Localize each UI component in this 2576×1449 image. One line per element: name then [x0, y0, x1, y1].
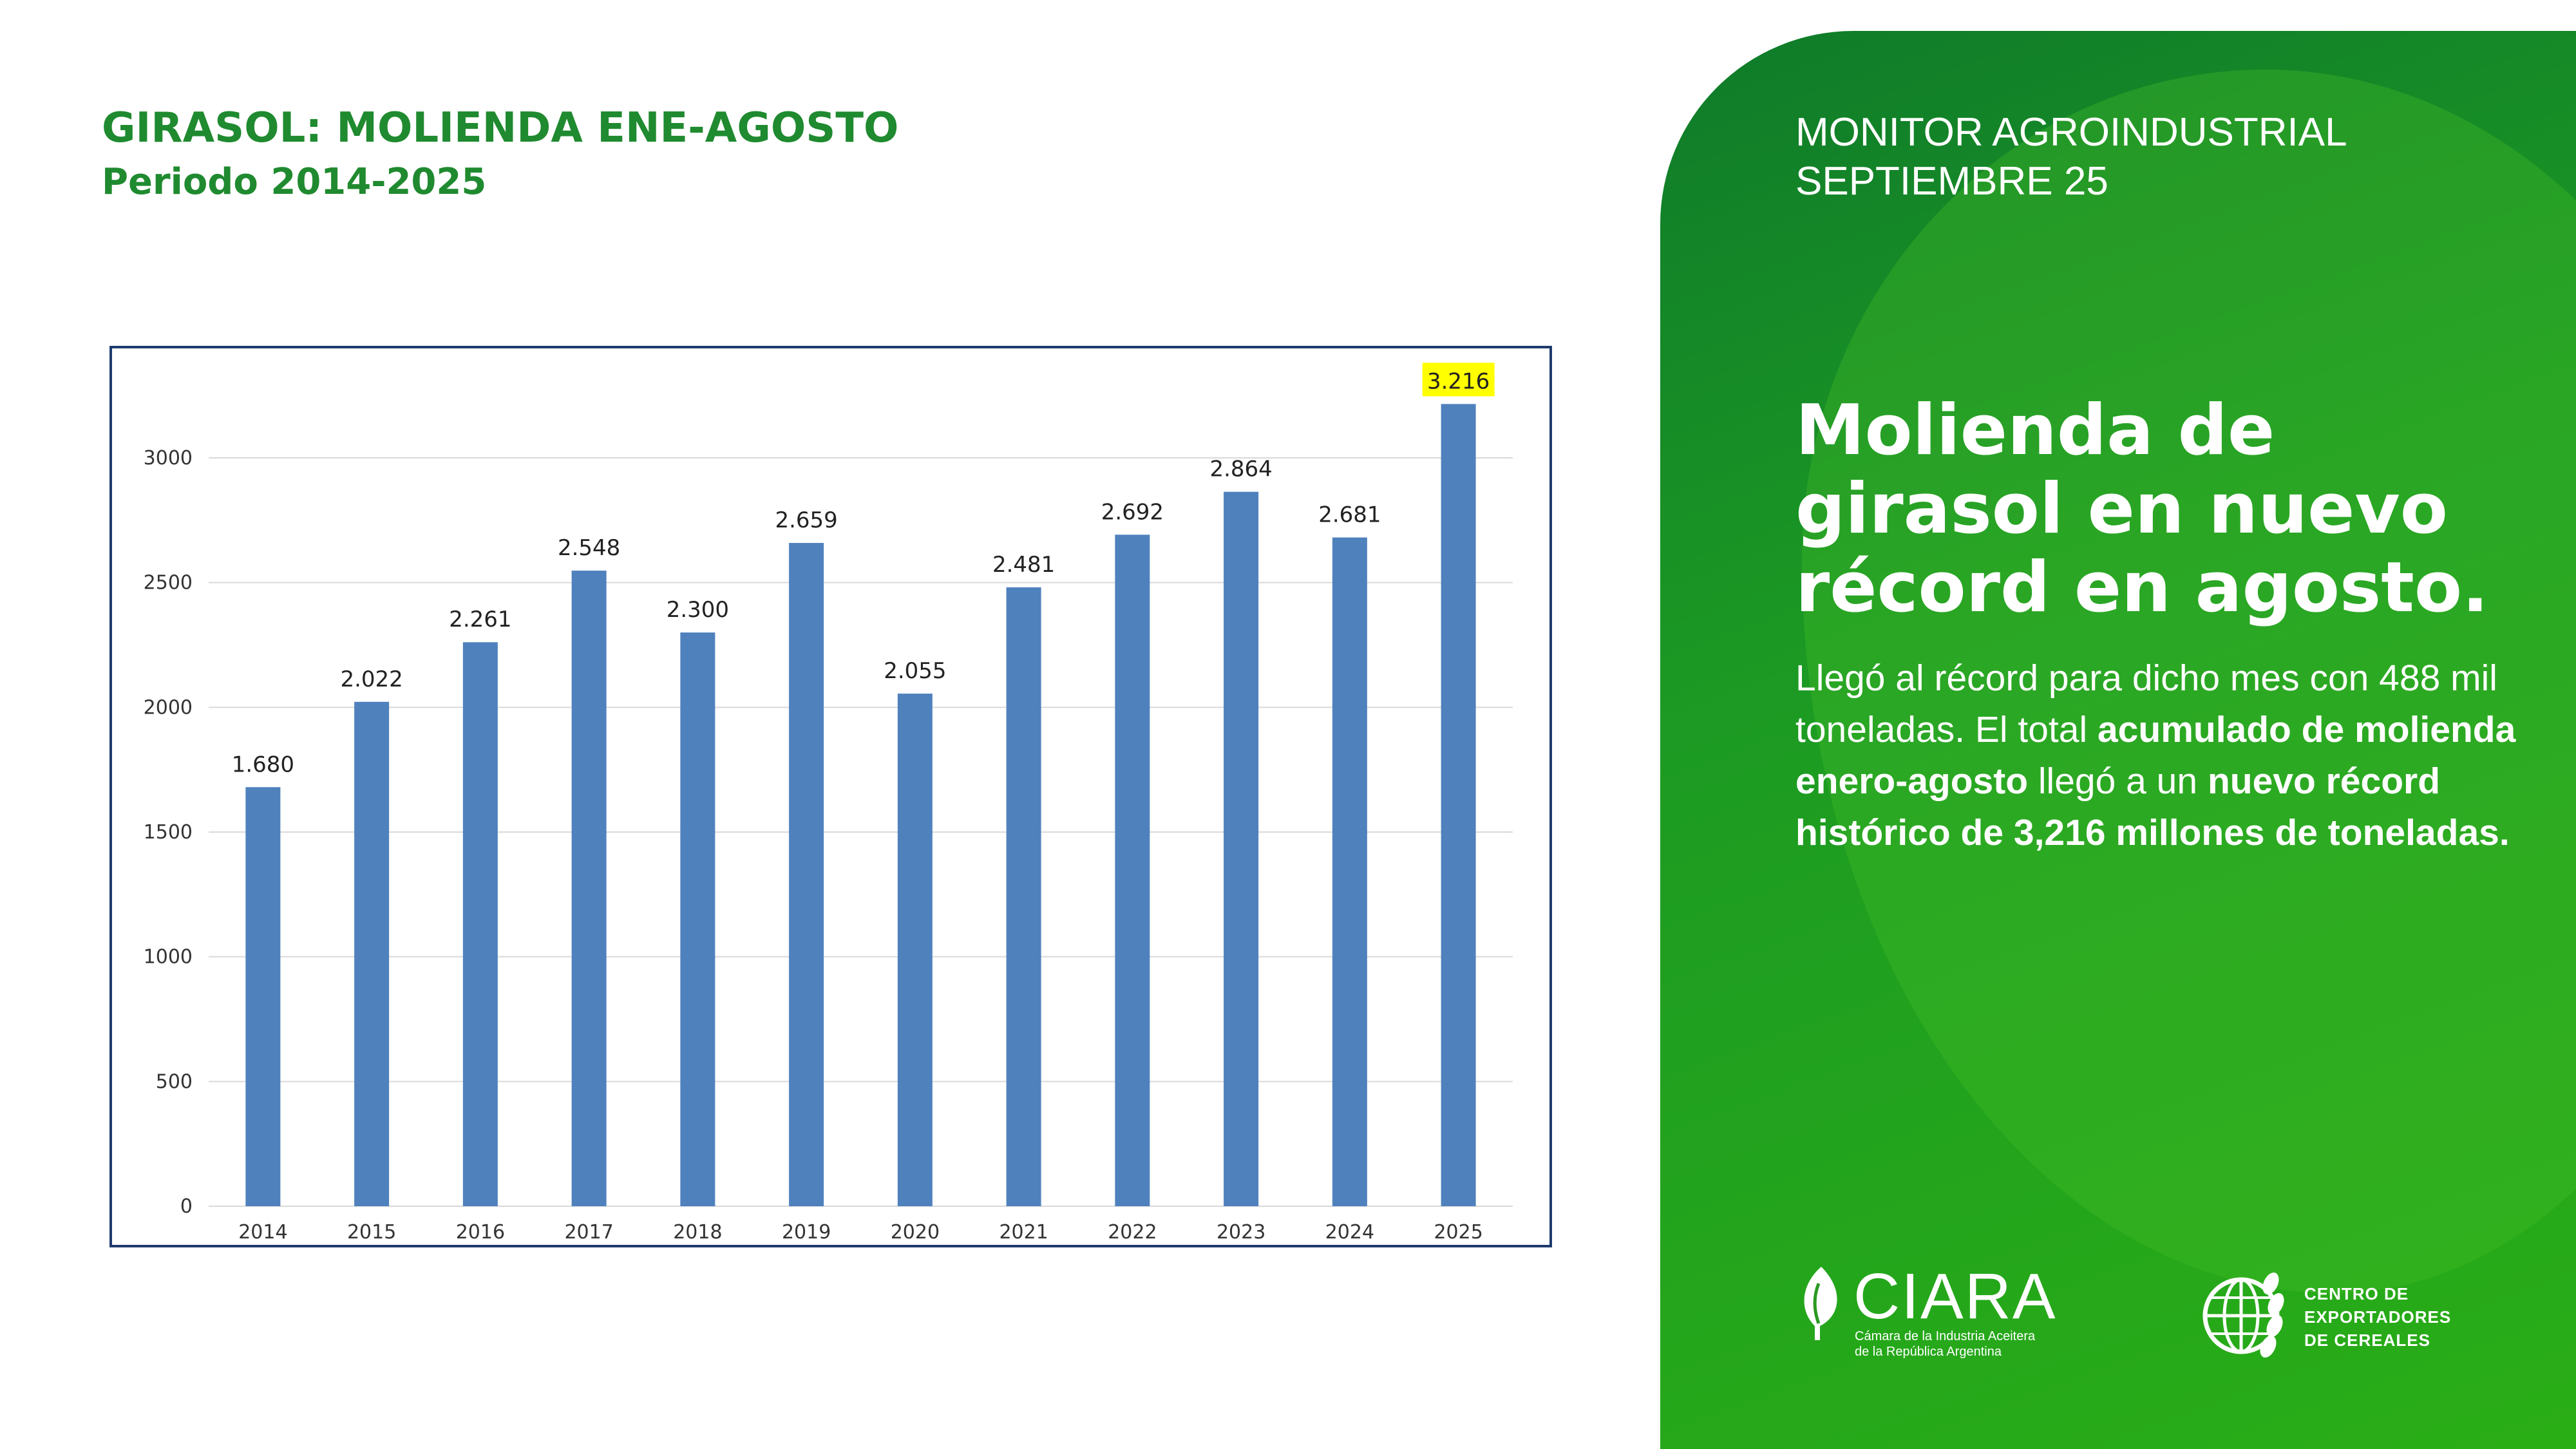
- bar: [1224, 491, 1259, 1206]
- y-tick-label: 1500: [144, 821, 193, 844]
- ciara-name: CIARA: [1853, 1260, 2057, 1332]
- monitor-line-1: MONITOR AGROINDUSTRIAL: [1795, 110, 2347, 155]
- data-label: 3.216: [1427, 368, 1490, 394]
- data-label: 1.680: [232, 752, 294, 777]
- bar: [571, 571, 607, 1206]
- body-text: Llegó al récord para dicho mes con 488 m…: [1795, 652, 2555, 858]
- bar: [1441, 404, 1476, 1207]
- x-tick-label: 2023: [1217, 1221, 1265, 1244]
- bar: [897, 694, 933, 1206]
- y-tick-label: 3000: [144, 447, 193, 469]
- cec-name: CENTRO DE EXPORTADORES DE CEREALES: [2304, 1282, 2497, 1352]
- x-tick-label: 2022: [1108, 1221, 1157, 1244]
- globe-wheat-icon: [2202, 1273, 2284, 1358]
- ciara-logo: CIARA Cámara de la Industria Aceitera de…: [1795, 1264, 2066, 1367]
- cec-line-1: CENTRO DE: [2304, 1284, 2409, 1303]
- data-label: 2.681: [1318, 502, 1381, 528]
- leaf-icon: [1804, 1267, 1837, 1340]
- y-tick-label: 2000: [144, 696, 193, 719]
- body-part-2: llegó a un: [2028, 761, 2208, 802]
- data-label-highlight: [1422, 363, 1495, 397]
- bar: [789, 543, 824, 1206]
- x-tick-label: 2016: [456, 1221, 505, 1244]
- data-label: 2.055: [884, 658, 946, 684]
- cec-logo: CENTRO DE EXPORTADORES DE CEREALES: [2201, 1264, 2504, 1367]
- y-tick-label: 0: [180, 1195, 193, 1218]
- x-tick-label: 2018: [673, 1221, 722, 1244]
- bar-chart: 0 500 1000 1500 2000 2500 3000 2014 1.680 2015 2.0…: [144, 363, 1513, 1244]
- bar: [1332, 537, 1367, 1206]
- bar: [354, 701, 390, 1206]
- body-bold-2: nuevo récord histórico de 3,216 millones…: [1795, 761, 2510, 853]
- page-title: GIRASOL: MOLIENDA ENE-AGOSTO: [102, 104, 899, 152]
- headline: Molienda de girasol en nuevo récord en a…: [1795, 390, 2489, 628]
- x-tick-label: 2014: [238, 1221, 287, 1244]
- bar: [680, 632, 715, 1206]
- ciara-sub-line-2: de la República Argentina: [1855, 1345, 2002, 1359]
- data-label: 2.300: [667, 597, 729, 623]
- bar: [1006, 587, 1041, 1206]
- cec-line-2: EXPORTADORES: [2304, 1307, 2452, 1327]
- chart-frame: 0 500 1000 1500 2000 2500 3000 2014 1.680 2015 2.0…: [109, 346, 1552, 1247]
- x-tick-label: 2021: [999, 1221, 1048, 1244]
- body-bold-1: acumulado de molienda enero-agosto: [1795, 709, 2516, 802]
- ciara-sub-line-1: Cámara de la Industria Aceitera: [1855, 1329, 2036, 1343]
- monitor-label: MONITOR AGROINDUSTRIAL SEPTIEMBRE 25: [1795, 108, 2347, 206]
- x-tick-label: 2025: [1434, 1221, 1482, 1244]
- data-label: 2.261: [449, 607, 511, 632]
- body-part-1: Llegó al récord para dicho mes con 488 m…: [1795, 658, 2497, 750]
- info-panel: MONITOR AGROINDUSTRIAL SEPTIEMBRE 25 Mol…: [1660, 31, 2576, 1449]
- y-tick-label: 1000: [144, 946, 193, 969]
- data-label: 2.481: [992, 552, 1055, 578]
- x-tick-label: 2017: [564, 1221, 613, 1244]
- data-label: 2.659: [775, 507, 837, 533]
- bar: [1115, 535, 1150, 1206]
- y-tick-label: 500: [156, 1070, 193, 1093]
- bar: [462, 642, 498, 1206]
- bar: [245, 787, 281, 1206]
- data-label: 2.692: [1101, 499, 1164, 525]
- monitor-line-2: SEPTIEMBRE 25: [1795, 159, 2108, 204]
- data-label: 2.022: [340, 667, 402, 692]
- x-tick-label: 2020: [891, 1221, 940, 1244]
- x-tick-label: 2024: [1325, 1221, 1374, 1244]
- page-subtitle: Periodo 2014-2025: [102, 161, 487, 203]
- x-tick-label: 2019: [782, 1221, 831, 1244]
- data-label: 2.548: [558, 535, 620, 561]
- ciara-subtitle: Cámara de la Industria Aceitera de la Re…: [1855, 1329, 2035, 1359]
- data-label: 2.864: [1209, 457, 1272, 482]
- cec-line-3: DE CEREALES: [2304, 1331, 2430, 1350]
- y-tick-label: 2500: [144, 572, 193, 594]
- x-tick-label: 2015: [347, 1221, 396, 1244]
